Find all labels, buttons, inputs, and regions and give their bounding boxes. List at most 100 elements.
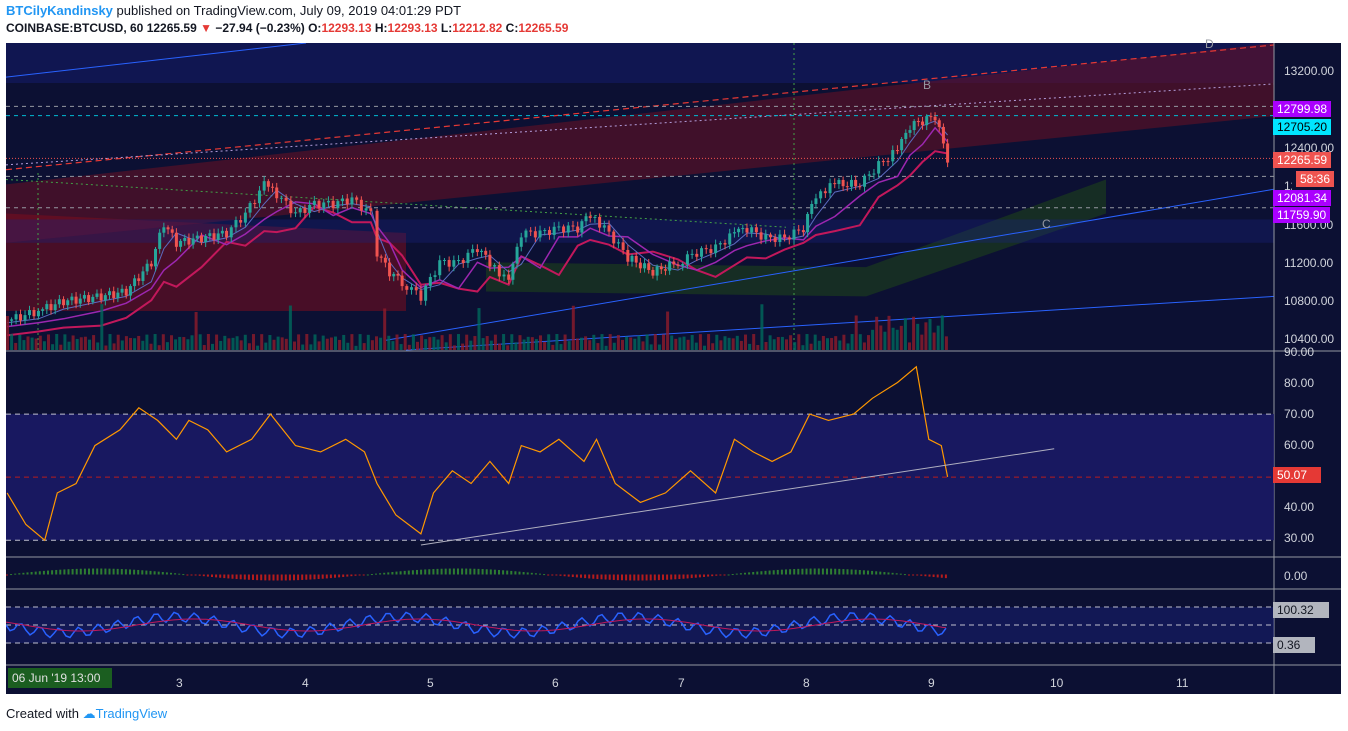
candle-body [284,197,288,201]
author-link[interactable]: BTCilyKandinsky [6,3,113,18]
macd-histogram-bar [678,574,681,580]
candle-body [303,208,307,213]
macd-histogram-bar [358,574,361,576]
candle-body [723,243,727,245]
volume-bar [452,345,456,350]
volume-bar [67,341,71,350]
volume-bar [211,343,214,350]
volume-bar [305,334,309,350]
macd-histogram-bar [641,574,644,581]
macd-histogram-bar [493,569,496,575]
macd-histogram-bar [276,574,279,581]
macd-histogram-bar [649,574,652,581]
macd-histogram-bar [223,574,226,579]
macd-histogram-bar [252,574,254,580]
macd-histogram-bar [133,569,136,575]
candle-body [718,243,722,245]
candle-body [647,263,651,270]
volume-bar [325,338,329,350]
candle-body [700,248,704,257]
candle-body [234,220,238,228]
candle-body [524,230,528,238]
time-tick: 7 [678,676,685,690]
volume-bar [465,334,469,350]
close-value: 12265.59 [518,21,569,35]
volume-bar [625,336,629,350]
candle-body [787,237,791,240]
macd-histogram-bar [575,574,578,578]
macd-histogram-bar [432,569,435,575]
volume-bar [633,338,637,350]
candle-body [57,299,61,305]
volume-bar [883,331,887,350]
dotted-channel-line [6,83,1275,166]
footer-brand-link[interactable]: TradingView [95,706,168,721]
volume-bar [789,335,793,350]
candle-body [841,179,845,187]
macd-histogram-bar [903,574,906,576]
chart-canvas[interactable] [6,43,1341,694]
candle-body [154,248,157,267]
time-tick: 10 [1050,676,1064,690]
candle-body [166,227,170,230]
macd-histogram-bar [686,574,689,579]
price-tick: 11200.00 [1284,256,1334,270]
volume-bar [174,339,178,350]
candle-body [538,230,542,238]
volume-bar [190,335,194,350]
volume-bar [252,334,255,350]
candle-body [602,225,606,228]
macd-histogram-bar [858,569,861,575]
macd-histogram-bar [682,574,685,579]
macd-histogram-bar [100,568,103,575]
macd-zero-tick: 0.00 [1284,569,1308,583]
volume-bar [748,343,752,350]
candle-body [668,261,672,271]
footer: Created with ☁TradingView [6,706,167,722]
macd-histogram-bar [375,573,377,575]
price-tick: 12400.00 [1284,141,1335,155]
macd-histogram-bar [329,574,332,579]
volume-bar [235,336,239,350]
macd-histogram-bar [346,574,349,577]
macd-histogram-bar [219,574,222,578]
time-tick: 6 [552,676,559,690]
macd-histogram-bar [506,570,509,575]
volume-bar [461,343,465,350]
volume-bar [358,334,362,350]
macd-histogram-bar [174,573,177,575]
tradingview-logo-icon[interactable]: ☁ [82,706,96,721]
candle-body [655,266,659,276]
macd-histogram-bar [112,568,115,575]
candle-body [759,232,763,240]
volume-bar [756,345,760,350]
high-label: H: [374,21,388,35]
candle-body [598,216,602,228]
time-tick: 3 [176,676,183,690]
macd-histogram-bar [850,569,853,575]
candle-body [212,233,216,240]
volume-bar [350,334,354,350]
macd-histogram-bar [703,574,705,577]
volume-bar [875,316,879,350]
candle-body [929,116,933,118]
volume-bar [690,335,694,350]
volume-bar [793,342,797,350]
volume-bar [838,340,842,350]
volume-bar [313,334,317,350]
macd-histogram-bar [157,571,160,575]
macd-histogram-bar [826,568,828,575]
macd-histogram-bar [748,572,751,575]
volume-bar [120,340,124,350]
macd-histogram-bar [928,574,931,577]
volume-bar [10,334,14,350]
candle-body [162,227,166,233]
volume-bar [280,337,284,350]
macd-histogram-bar [161,572,164,575]
volume-bar [686,339,690,350]
volume-bar [805,334,809,350]
candle-body [745,228,749,233]
macd-histogram-bar [867,570,869,575]
candle-body [208,233,212,236]
macd-histogram-bar [838,568,841,575]
